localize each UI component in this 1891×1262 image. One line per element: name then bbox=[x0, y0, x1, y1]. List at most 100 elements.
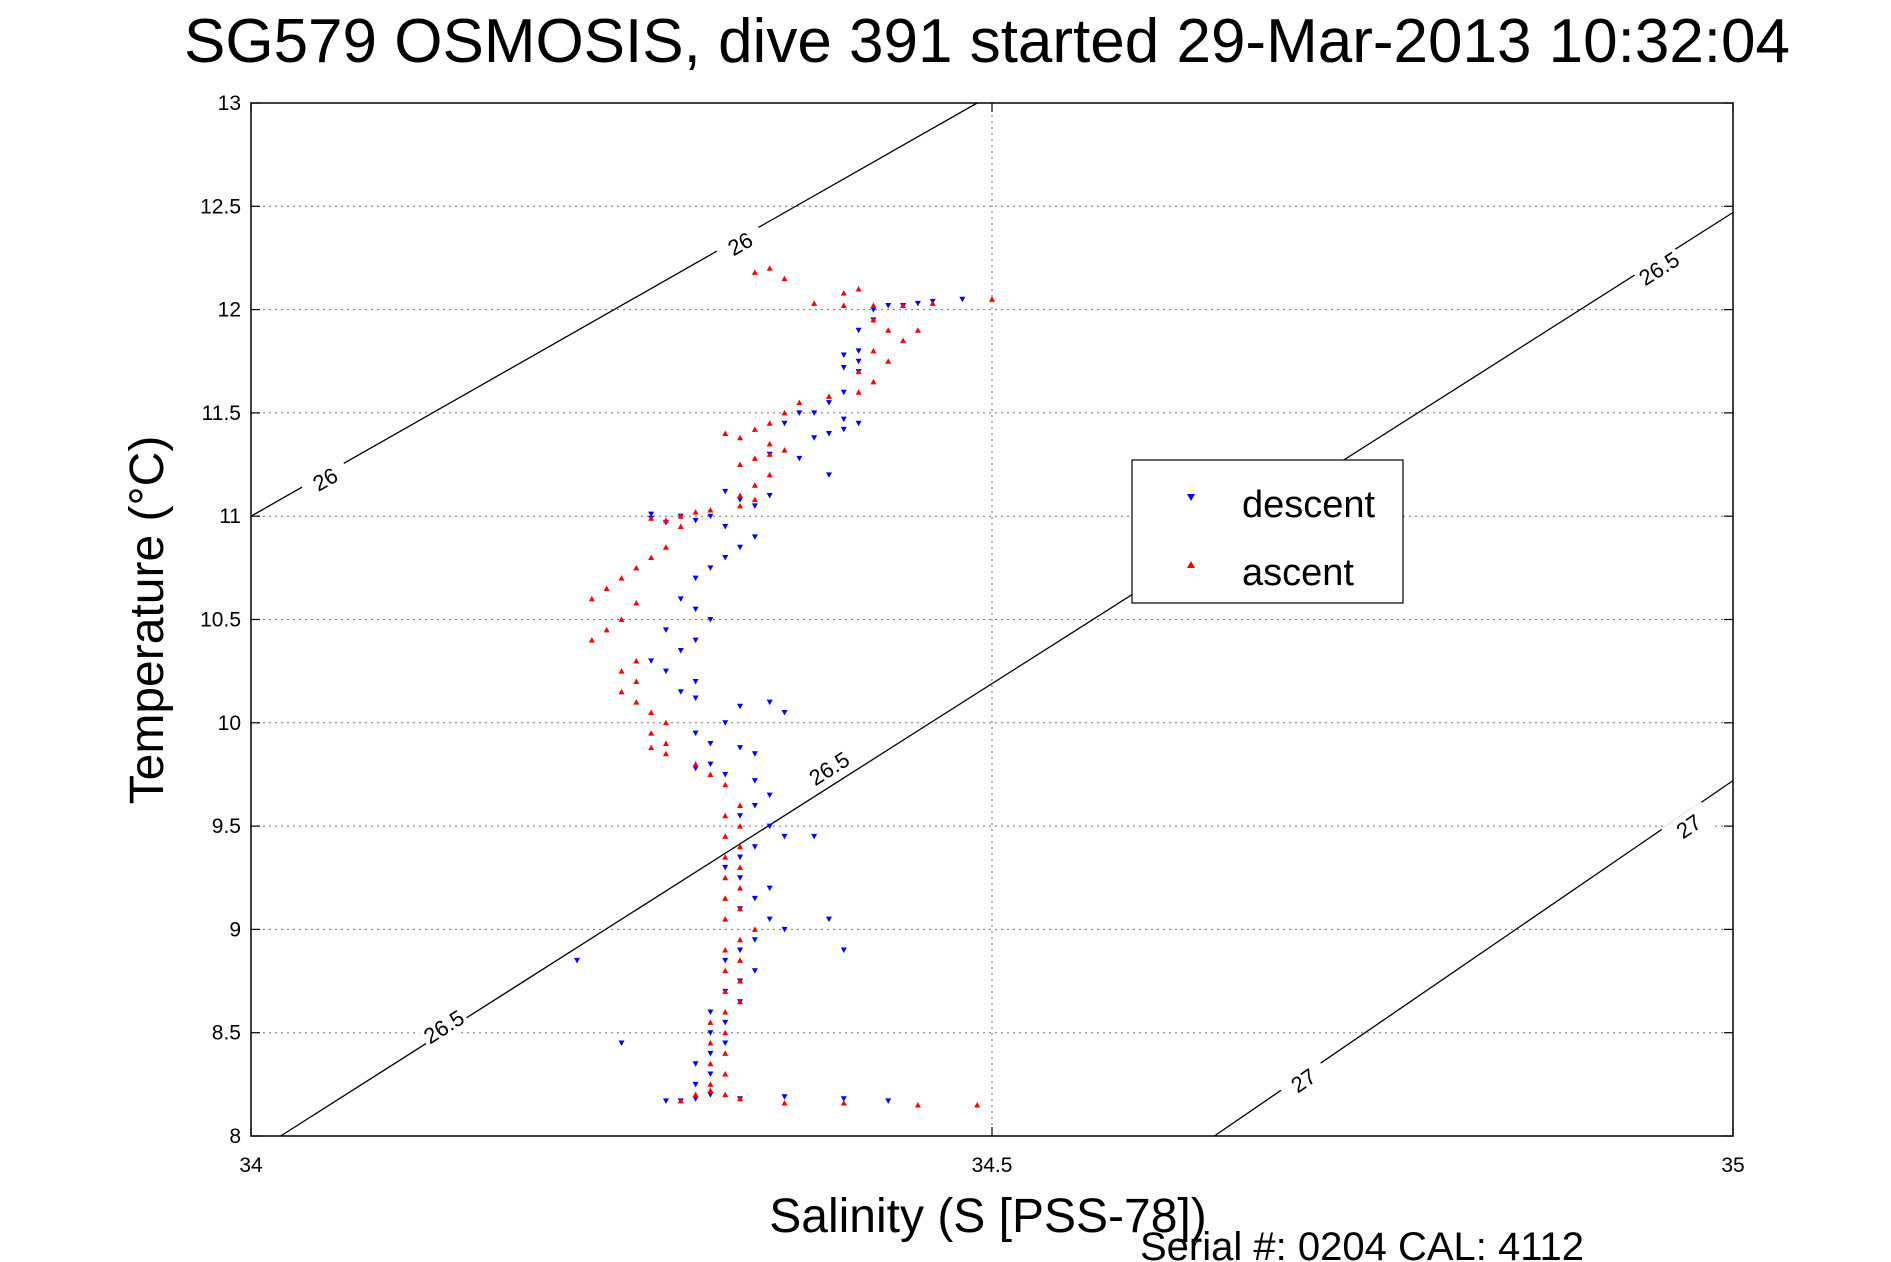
descent-point bbox=[811, 435, 818, 441]
descent-point bbox=[692, 765, 699, 772]
ascent-point bbox=[737, 936, 744, 943]
descent-point bbox=[692, 1061, 699, 1067]
ascent-point bbox=[737, 864, 744, 870]
descent-point bbox=[737, 703, 744, 710]
legend-marker-descent bbox=[1187, 494, 1195, 501]
contour-label-background bbox=[1276, 1055, 1331, 1105]
descent-point bbox=[840, 364, 847, 371]
y-tick-label: 11.5 bbox=[202, 402, 241, 425]
y-tick-label: 13 bbox=[218, 92, 241, 115]
ascent-point bbox=[662, 750, 669, 757]
descent-point bbox=[825, 400, 832, 406]
descent-point bbox=[618, 1040, 625, 1047]
descent-point bbox=[707, 740, 714, 747]
descent-point bbox=[751, 802, 758, 809]
ascent-point bbox=[737, 802, 744, 808]
descent-point bbox=[662, 1098, 669, 1104]
descent-point bbox=[855, 358, 862, 365]
ascent-point bbox=[737, 998, 744, 1005]
descent-point bbox=[781, 420, 788, 427]
ascent-point bbox=[870, 302, 877, 308]
descent-point bbox=[692, 678, 699, 685]
ascent-point bbox=[662, 740, 669, 746]
ascent-point bbox=[722, 781, 729, 788]
descent-point bbox=[707, 1071, 714, 1078]
descent-point bbox=[692, 637, 699, 644]
ascent-point bbox=[914, 327, 921, 333]
ascent-point bbox=[722, 854, 729, 860]
ascent-point bbox=[648, 554, 655, 561]
ascent-point bbox=[855, 285, 862, 292]
ascent-point bbox=[707, 771, 714, 777]
descent-point bbox=[737, 497, 744, 503]
descent-point bbox=[737, 854, 744, 861]
descent-point bbox=[737, 813, 744, 819]
descent-point bbox=[885, 302, 892, 309]
descent-point bbox=[825, 472, 832, 478]
ascent-point bbox=[692, 509, 699, 515]
ascent-point bbox=[929, 300, 936, 306]
ascent-point bbox=[618, 575, 625, 581]
ascent-point bbox=[751, 269, 758, 275]
ascent-point bbox=[796, 399, 803, 406]
data-points bbox=[574, 265, 995, 1108]
ascent-point bbox=[707, 507, 714, 513]
ascent-point bbox=[662, 544, 669, 550]
descent-point bbox=[840, 947, 847, 954]
ascent-point bbox=[722, 812, 729, 819]
legend-box bbox=[1131, 459, 1404, 604]
ascent-point bbox=[618, 668, 625, 674]
descent-point bbox=[707, 1092, 714, 1098]
x-axis-label: Salinity (S [PSS-78]) bbox=[769, 1190, 1206, 1243]
contour-label-background bbox=[416, 1002, 471, 1051]
ascent-point bbox=[751, 482, 758, 488]
y-tick-label: 8.5 bbox=[212, 1022, 241, 1045]
ascent-point bbox=[722, 947, 729, 953]
ascent-point bbox=[722, 895, 729, 901]
descent-point bbox=[751, 751, 758, 757]
ascent-point bbox=[722, 1050, 729, 1056]
ascent-point bbox=[722, 833, 729, 839]
descent-point bbox=[707, 513, 714, 520]
axis-ticks: 8 8.5 9 9.5 10 10.5 11 11.5 12 12.5 13 34 34.5 35 bbox=[200, 92, 1745, 1177]
chart-title: SG579 OSMOSIS, dive 391 started 29-Mar-2… bbox=[184, 7, 1790, 76]
y-tick-label: 12 bbox=[218, 299, 241, 322]
ascent-point bbox=[633, 599, 640, 606]
descent-point bbox=[692, 517, 699, 524]
descent-point bbox=[855, 348, 862, 354]
descent-point bbox=[840, 1096, 847, 1102]
descent-point bbox=[722, 957, 729, 964]
descent-point bbox=[737, 875, 744, 881]
ascent-point bbox=[588, 595, 595, 602]
descent-point bbox=[825, 916, 832, 923]
ascent-point bbox=[766, 420, 773, 426]
descent-point bbox=[781, 709, 788, 716]
ascent-point bbox=[737, 492, 744, 499]
descent-point bbox=[692, 730, 699, 737]
ascent-point bbox=[885, 327, 892, 333]
descent-point bbox=[781, 926, 788, 933]
descent-point bbox=[707, 565, 714, 571]
ascent-point bbox=[707, 1081, 714, 1087]
descent-point bbox=[662, 668, 669, 675]
legend-label-descent: descent bbox=[1242, 484, 1376, 526]
ascent-point bbox=[870, 316, 877, 323]
legend-label-ascent: ascent bbox=[1242, 552, 1354, 594]
x-tick-label: 34 bbox=[239, 1154, 263, 1177]
ascent-point bbox=[707, 1087, 714, 1094]
ascent-point bbox=[766, 265, 773, 271]
ascent-point bbox=[737, 1095, 744, 1102]
ascent-point bbox=[722, 1009, 729, 1015]
y-tick-label: 9.5 bbox=[212, 815, 241, 838]
ascent-point bbox=[603, 585, 610, 592]
descent-point bbox=[840, 416, 847, 423]
ascent-point bbox=[737, 502, 744, 509]
ascent-point bbox=[648, 515, 655, 521]
descent-point bbox=[677, 647, 684, 654]
descent-point bbox=[751, 534, 758, 540]
descent-point bbox=[840, 389, 847, 396]
contour-label-background bbox=[801, 744, 857, 793]
contour-label-background bbox=[1631, 244, 1687, 293]
y-tick-label: 9 bbox=[229, 918, 241, 941]
descent-point bbox=[692, 1096, 699, 1102]
